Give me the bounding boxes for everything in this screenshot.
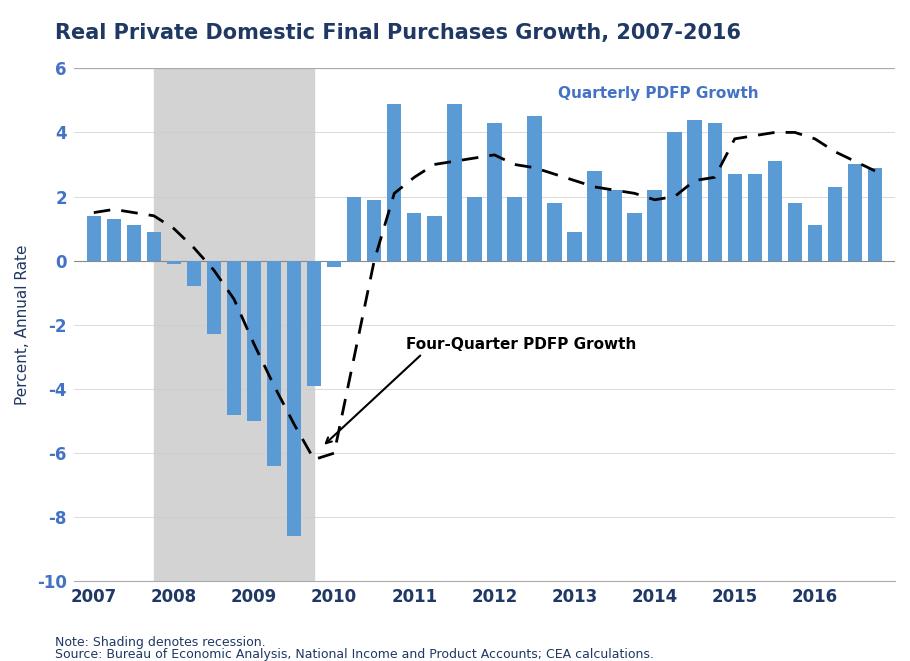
Bar [848, 165, 862, 260]
Bar [227, 260, 241, 414]
Bar [587, 171, 602, 260]
Bar [788, 203, 802, 260]
Bar [147, 232, 161, 260]
Text: Real Private Domestic Final Purchases Growth, 2007-2016: Real Private Domestic Final Purchases Gr… [55, 23, 741, 43]
Bar [327, 260, 341, 267]
Bar [154, 68, 314, 582]
Bar [86, 215, 101, 260]
Bar [567, 232, 581, 260]
Bar [728, 174, 742, 260]
Bar [808, 225, 822, 260]
Bar [347, 196, 361, 260]
Bar [126, 225, 141, 260]
Bar [407, 213, 421, 260]
Bar [768, 161, 782, 260]
Bar [467, 196, 481, 260]
Bar [607, 190, 622, 260]
Bar [487, 123, 501, 260]
Bar [247, 260, 261, 421]
Bar [427, 215, 441, 260]
Bar [828, 187, 842, 260]
Bar [707, 123, 722, 260]
Bar [647, 190, 662, 260]
Text: Source: Bureau of Economic Analysis, National Income and Product Accounts; CEA c: Source: Bureau of Economic Analysis, Nat… [55, 648, 653, 661]
Bar [167, 260, 181, 264]
Bar [207, 260, 221, 334]
Text: Four-Quarter PDFP Growth: Four-Quarter PDFP Growth [406, 336, 637, 352]
Bar [267, 260, 281, 466]
Bar [387, 104, 401, 260]
Bar [287, 260, 301, 537]
Bar [748, 174, 762, 260]
Bar [627, 213, 642, 260]
Bar [868, 168, 882, 260]
Bar [106, 219, 121, 260]
Y-axis label: Percent, Annual Rate: Percent, Annual Rate [15, 245, 30, 405]
Bar [687, 120, 702, 260]
Text: Quarterly PDFP Growth: Quarterly PDFP Growth [559, 87, 759, 101]
Bar [307, 260, 321, 386]
Bar [667, 132, 682, 260]
Bar [527, 116, 541, 260]
Bar [447, 104, 461, 260]
Text: Note: Shading denotes recession.: Note: Shading denotes recession. [55, 637, 265, 650]
Bar [507, 196, 521, 260]
Bar [547, 203, 561, 260]
Bar [367, 200, 381, 260]
Bar [187, 260, 201, 286]
